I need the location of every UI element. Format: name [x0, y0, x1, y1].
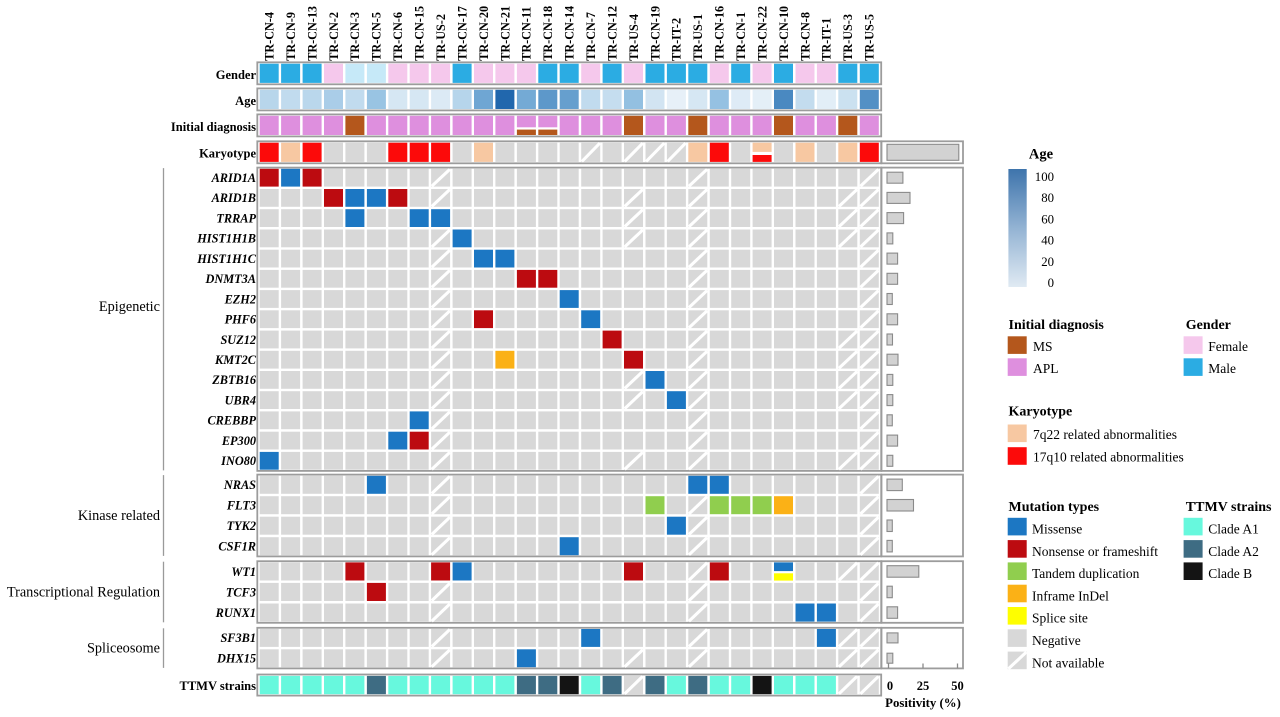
svg-text:TR-CN-14: TR-CN-14	[563, 6, 577, 61]
svg-text:80: 80	[1041, 191, 1054, 205]
svg-text:TCF3: TCF3	[226, 585, 256, 599]
svg-text:TR-US-4: TR-US-4	[627, 14, 641, 61]
svg-text:TR-CN-18: TR-CN-18	[541, 6, 555, 61]
svg-text:Female: Female	[1208, 339, 1248, 354]
svg-text:Age: Age	[235, 94, 256, 108]
svg-text:Splice site: Splice site	[1032, 611, 1088, 626]
svg-text:TR-CN-6: TR-CN-6	[391, 12, 405, 61]
svg-text:Nonsense or frameshift: Nonsense or frameshift	[1032, 544, 1158, 559]
svg-text:TR-CN-2: TR-CN-2	[327, 12, 341, 61]
svg-text:Not available: Not available	[1032, 655, 1104, 670]
svg-text:PHF6: PHF6	[225, 313, 257, 327]
svg-text:Kinase related: Kinase related	[78, 508, 160, 524]
svg-text:7q22 related abnormalities: 7q22 related abnormalities	[1033, 427, 1177, 442]
svg-text:TR-US-5: TR-US-5	[863, 14, 877, 61]
svg-text:FLT3: FLT3	[226, 499, 256, 513]
svg-text:TR-CN-17: TR-CN-17	[455, 6, 469, 61]
svg-text:TR-US-1: TR-US-1	[691, 14, 705, 61]
svg-text:TR-CN-8: TR-CN-8	[798, 12, 812, 61]
svg-text:Male: Male	[1208, 361, 1236, 376]
svg-text:HIST1H1B: HIST1H1B	[196, 232, 256, 246]
svg-text:INO80: INO80	[220, 454, 256, 468]
svg-text:CREBBP: CREBBP	[207, 414, 256, 428]
svg-text:Inframe InDel: Inframe InDel	[1032, 588, 1109, 603]
svg-text:Positivity (%): Positivity (%)	[885, 696, 961, 710]
svg-text:MS: MS	[1033, 339, 1053, 354]
svg-text:TR-CN-22: TR-CN-22	[755, 6, 769, 61]
svg-text:TR-US-2: TR-US-2	[434, 14, 448, 61]
svg-text:SF3B1: SF3B1	[220, 631, 256, 645]
svg-text:TR-CN-10: TR-CN-10	[777, 6, 791, 61]
svg-text:DHX15: DHX15	[216, 652, 256, 666]
svg-text:Karyotype: Karyotype	[199, 147, 256, 161]
svg-text:60: 60	[1041, 212, 1054, 226]
svg-text:TR-IT-1: TR-IT-1	[820, 18, 834, 61]
svg-text:TTMV strains: TTMV strains	[1186, 500, 1272, 515]
svg-text:CSF1R: CSF1R	[218, 540, 256, 554]
svg-text:TR-IT-2: TR-IT-2	[670, 18, 684, 61]
svg-text:50: 50	[951, 679, 964, 693]
svg-text:Mutation types: Mutation types	[1009, 500, 1100, 515]
svg-text:Clade A1: Clade A1	[1208, 522, 1259, 537]
svg-text:TR-CN-7: TR-CN-7	[584, 12, 598, 61]
svg-text:TTMV strains: TTMV strains	[179, 679, 256, 693]
svg-text:UBR4: UBR4	[225, 393, 256, 407]
svg-text:Age: Age	[1029, 147, 1054, 163]
svg-text:TR-CN-13: TR-CN-13	[305, 6, 319, 61]
svg-text:DNMT3A: DNMT3A	[204, 272, 256, 286]
svg-text:Gender: Gender	[1186, 318, 1231, 333]
svg-text:25: 25	[917, 679, 930, 693]
svg-text:ARID1B: ARID1B	[211, 191, 256, 205]
svg-text:Clade B: Clade B	[1208, 566, 1252, 581]
svg-text:EZH2: EZH2	[224, 292, 256, 306]
svg-text:Spliceosome: Spliceosome	[87, 640, 160, 656]
svg-text:Negative: Negative	[1032, 633, 1081, 648]
svg-text:TR-CN-19: TR-CN-19	[648, 6, 662, 61]
svg-text:ZBTB16: ZBTB16	[211, 373, 257, 387]
svg-text:EP300: EP300	[221, 434, 256, 448]
svg-text:TR-CN-1: TR-CN-1	[734, 12, 748, 61]
svg-text:TR-CN-12: TR-CN-12	[605, 6, 619, 61]
svg-text:HIST1H1C: HIST1H1C	[196, 252, 257, 266]
svg-text:TR-US-3: TR-US-3	[841, 14, 855, 61]
svg-text:TR-CN-11: TR-CN-11	[520, 7, 534, 61]
svg-text:WT1: WT1	[231, 565, 256, 579]
svg-text:TR-CN-3: TR-CN-3	[348, 12, 362, 61]
svg-text:40: 40	[1041, 234, 1054, 248]
svg-text:Transcriptional Regulation: Transcriptional Regulation	[7, 584, 160, 600]
svg-text:Epigenetic: Epigenetic	[99, 299, 160, 315]
svg-text:Tandem duplication: Tandem duplication	[1032, 566, 1140, 581]
svg-text:0: 0	[1048, 276, 1054, 290]
svg-text:0: 0	[887, 679, 893, 693]
svg-text:Karyotype: Karyotype	[1009, 405, 1073, 420]
svg-text:Initial diagnosis: Initial diagnosis	[1009, 318, 1105, 333]
svg-text:APL: APL	[1033, 361, 1059, 376]
svg-text:TR-CN-5: TR-CN-5	[370, 12, 384, 61]
svg-text:TRRAP: TRRAP	[216, 211, 256, 225]
svg-text:SUZ12: SUZ12	[220, 333, 256, 347]
svg-text:20: 20	[1041, 255, 1054, 269]
svg-text:KMT2C: KMT2C	[214, 353, 257, 367]
svg-text:TR-CN-9: TR-CN-9	[284, 12, 298, 61]
svg-text:ARID1A: ARID1A	[211, 171, 256, 185]
svg-text:TR-CN-20: TR-CN-20	[477, 6, 491, 61]
svg-text:NRAS: NRAS	[223, 478, 256, 492]
svg-text:TYK2: TYK2	[227, 519, 256, 533]
svg-text:Missense: Missense	[1032, 522, 1082, 537]
svg-text:TR-CN-15: TR-CN-15	[413, 6, 427, 61]
svg-text:Clade A2: Clade A2	[1208, 544, 1259, 559]
svg-text:Initial diagnosis: Initial diagnosis	[171, 120, 256, 134]
svg-text:100: 100	[1035, 170, 1054, 184]
svg-text:TR-CN-4: TR-CN-4	[263, 12, 277, 61]
svg-text:TR-CN-16: TR-CN-16	[713, 6, 727, 61]
svg-text:RUNX1: RUNX1	[215, 606, 256, 620]
svg-text:Gender: Gender	[216, 68, 257, 82]
svg-text:17q10 related abnormalities: 17q10 related abnormalities	[1033, 450, 1184, 465]
svg-text:TR-CN-21: TR-CN-21	[498, 6, 512, 61]
